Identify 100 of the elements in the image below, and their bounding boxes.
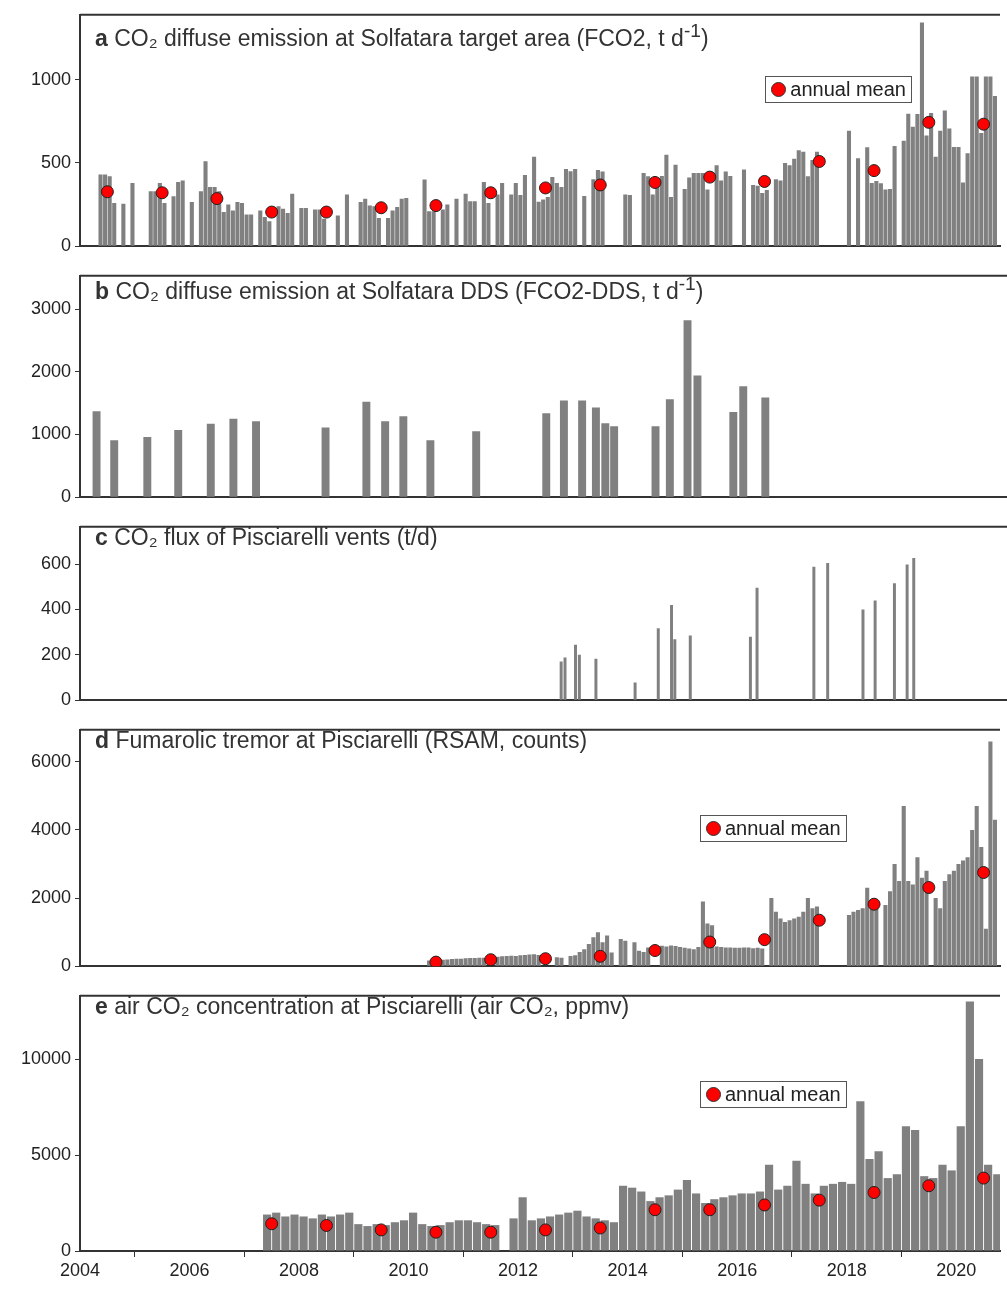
bar [691, 172, 696, 246]
bar [463, 958, 468, 966]
point [265, 205, 279, 219]
bar [792, 918, 797, 966]
y-tick-label: 400 [40, 598, 71, 619]
bar [905, 564, 909, 700]
bar [527, 954, 532, 966]
bar [594, 658, 598, 700]
bar [468, 958, 473, 966]
bar [805, 898, 810, 966]
legend-label: annual mean [790, 78, 906, 101]
chart-title: e air CO₂ concentration at Pisciarelli (air CO₂, ppmv) [95, 993, 630, 1020]
bar [578, 400, 587, 497]
bar [769, 898, 774, 966]
bar [851, 911, 856, 966]
bar [189, 202, 194, 246]
point [812, 154, 826, 168]
bar [746, 947, 751, 966]
bar [947, 874, 952, 966]
bar [550, 177, 555, 246]
bar [563, 657, 567, 700]
y-tick-label: 0 [60, 235, 71, 256]
bar [276, 206, 281, 246]
y-tick-label: 5000 [30, 1144, 71, 1165]
bar [472, 958, 477, 966]
bar [664, 154, 669, 246]
y-tick-label: 6000 [30, 750, 71, 771]
chart-title: a CO₂ diffuse emission at Solfatara target area (FCO2, t d$^{-1}$) [95, 20, 709, 52]
y-tick-label: 0 [60, 689, 71, 710]
bar [372, 206, 377, 246]
y-tick-label: 1000 [30, 68, 71, 89]
bar [912, 557, 916, 700]
bar [574, 644, 577, 700]
bar [739, 386, 748, 497]
bar [229, 418, 238, 497]
bar [755, 185, 760, 246]
y-tick-label: 0 [60, 486, 71, 507]
bar [956, 864, 961, 966]
bar [970, 76, 975, 246]
bar [942, 110, 947, 246]
bar [180, 180, 185, 246]
bar [206, 423, 215, 497]
x-tick-label: 2006 [169, 1259, 210, 1280]
bar [960, 860, 966, 966]
bar [121, 203, 126, 246]
point [922, 881, 936, 895]
bar [399, 198, 404, 246]
bar [362, 401, 371, 497]
bar [518, 955, 523, 966]
x-tick-label: 2018 [826, 1259, 867, 1280]
bar [761, 397, 770, 497]
bar [665, 399, 674, 497]
bar [426, 440, 435, 497]
bar [143, 436, 152, 497]
bar [728, 175, 733, 246]
y-tick-label: 500 [40, 151, 71, 172]
bar [933, 898, 938, 966]
point [812, 913, 826, 927]
bar [688, 635, 692, 700]
point [922, 115, 936, 129]
x-tick-label: 2012 [498, 1259, 539, 1280]
point [319, 205, 333, 219]
bar [440, 209, 445, 246]
bar [573, 169, 578, 246]
y-tick-label: 2000 [30, 360, 71, 381]
bar [673, 946, 678, 966]
bar [687, 948, 692, 966]
bar [656, 628, 660, 700]
bar [741, 947, 747, 966]
bar [568, 171, 573, 246]
legend-label: annual mean [725, 1083, 841, 1106]
bar [874, 181, 879, 246]
bar [764, 190, 769, 246]
bar [542, 413, 551, 497]
point [703, 1203, 717, 1217]
bar [559, 957, 564, 966]
bar [472, 201, 477, 246]
point [758, 174, 772, 188]
x-tick-label: 2020 [936, 1259, 977, 1280]
bar [901, 806, 906, 966]
point [429, 199, 443, 213]
point [429, 1225, 443, 1239]
bar [826, 562, 830, 700]
bar [509, 955, 514, 966]
bar [846, 130, 852, 246]
bar [646, 947, 651, 966]
bar [632, 942, 637, 966]
bar [719, 947, 724, 966]
point [922, 1179, 936, 1193]
point [538, 1223, 552, 1237]
bar [504, 955, 509, 966]
y-tick-label: 2000 [30, 887, 71, 908]
point [648, 944, 662, 958]
bar [988, 741, 993, 966]
bar [873, 600, 877, 700]
point [100, 185, 114, 199]
bar [714, 165, 719, 246]
bar [687, 177, 692, 246]
point [703, 935, 717, 949]
bar [915, 857, 920, 966]
